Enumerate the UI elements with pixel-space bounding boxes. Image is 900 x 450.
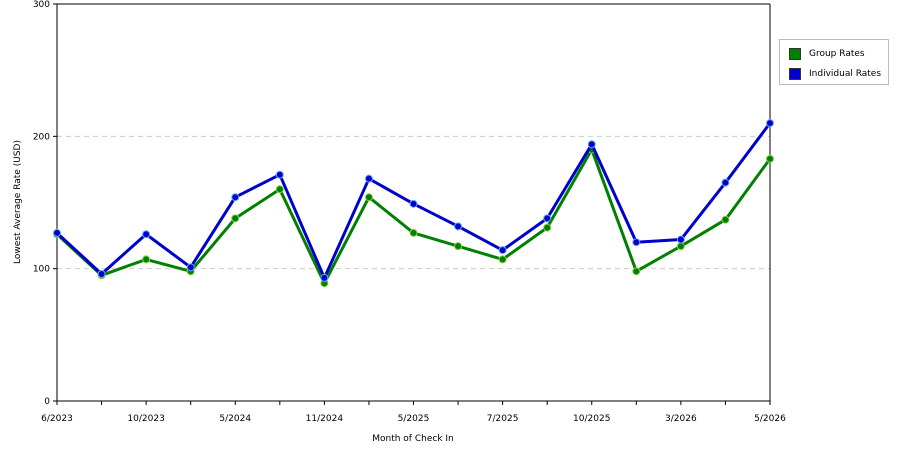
data-point[interactable] <box>721 178 730 187</box>
data-point[interactable] <box>275 170 284 179</box>
y-tick-label: 300 <box>33 0 50 10</box>
individual-rates-swatch <box>789 68 801 80</box>
data-point[interactable] <box>97 269 106 278</box>
y-tick-label: 100 <box>33 265 50 275</box>
y-axis-title: Lowest Average Rate (USD) <box>13 140 23 264</box>
data-point[interactable] <box>454 222 463 231</box>
data-point[interactable] <box>766 119 774 128</box>
data-point[interactable] <box>364 193 373 202</box>
data-point[interactable] <box>231 193 240 202</box>
data-point[interactable] <box>676 235 685 244</box>
x-tick-label: 10/2023 <box>127 414 164 424</box>
data-point[interactable] <box>766 154 774 163</box>
data-point[interactable] <box>231 214 240 223</box>
data-point[interactable] <box>142 255 151 264</box>
x-tick-label: 10/2025 <box>573 414 610 424</box>
series-line <box>55 148 772 285</box>
data-point[interactable] <box>632 267 641 276</box>
legend-label-individual: Individual Rates <box>809 69 882 79</box>
x-tick-label: 11/2024 <box>306 414 344 424</box>
data-point[interactable] <box>320 273 329 282</box>
x-tick-label: 7/2025 <box>487 414 519 424</box>
series-group-rates <box>53 145 774 288</box>
data-point[interactable] <box>409 228 418 237</box>
data-point[interactable] <box>543 223 552 232</box>
x-tick-label: 5/2024 <box>219 414 251 424</box>
y-ticks: 0 100 200 300 <box>33 0 57 407</box>
x-tick-label: 3/2026 <box>665 414 697 424</box>
legend-item-group: Group Rates <box>789 47 865 61</box>
group-rates-swatch <box>789 48 801 60</box>
data-point[interactable] <box>543 214 552 223</box>
x-tick-label: 5/2025 <box>398 414 430 424</box>
legend-label-group: Group Rates <box>809 49 865 59</box>
data-point[interactable] <box>142 230 151 239</box>
series <box>53 119 774 288</box>
data-point[interactable] <box>721 215 730 224</box>
data-point[interactable] <box>498 246 507 255</box>
data-point[interactable] <box>498 255 507 264</box>
axes <box>56 3 771 402</box>
data-point[interactable] <box>275 185 284 194</box>
data-point[interactable] <box>676 242 685 251</box>
data-point[interactable] <box>409 199 418 208</box>
y-tick-label: 0 <box>44 397 50 407</box>
x-tick-label: 5/2026 <box>754 414 786 424</box>
x-ticks: 6/2023 10/2023 5/2024 11/2024 5/2025 7/2025 10… <box>41 401 786 424</box>
x-tick-label: 6/2023 <box>41 414 73 424</box>
data-point[interactable] <box>587 140 596 149</box>
legend: Group Rates Individual Rates <box>779 39 889 85</box>
legend-item-individual: Individual Rates <box>789 67 881 81</box>
data-point[interactable] <box>364 174 373 183</box>
y-tick-label: 200 <box>33 132 50 142</box>
data-point[interactable] <box>632 238 641 247</box>
data-point[interactable] <box>454 242 463 251</box>
x-axis-title: Month of Check In <box>372 434 454 444</box>
data-point[interactable] <box>186 263 195 272</box>
data-point[interactable] <box>53 228 61 237</box>
series-individual-rates <box>53 119 774 282</box>
